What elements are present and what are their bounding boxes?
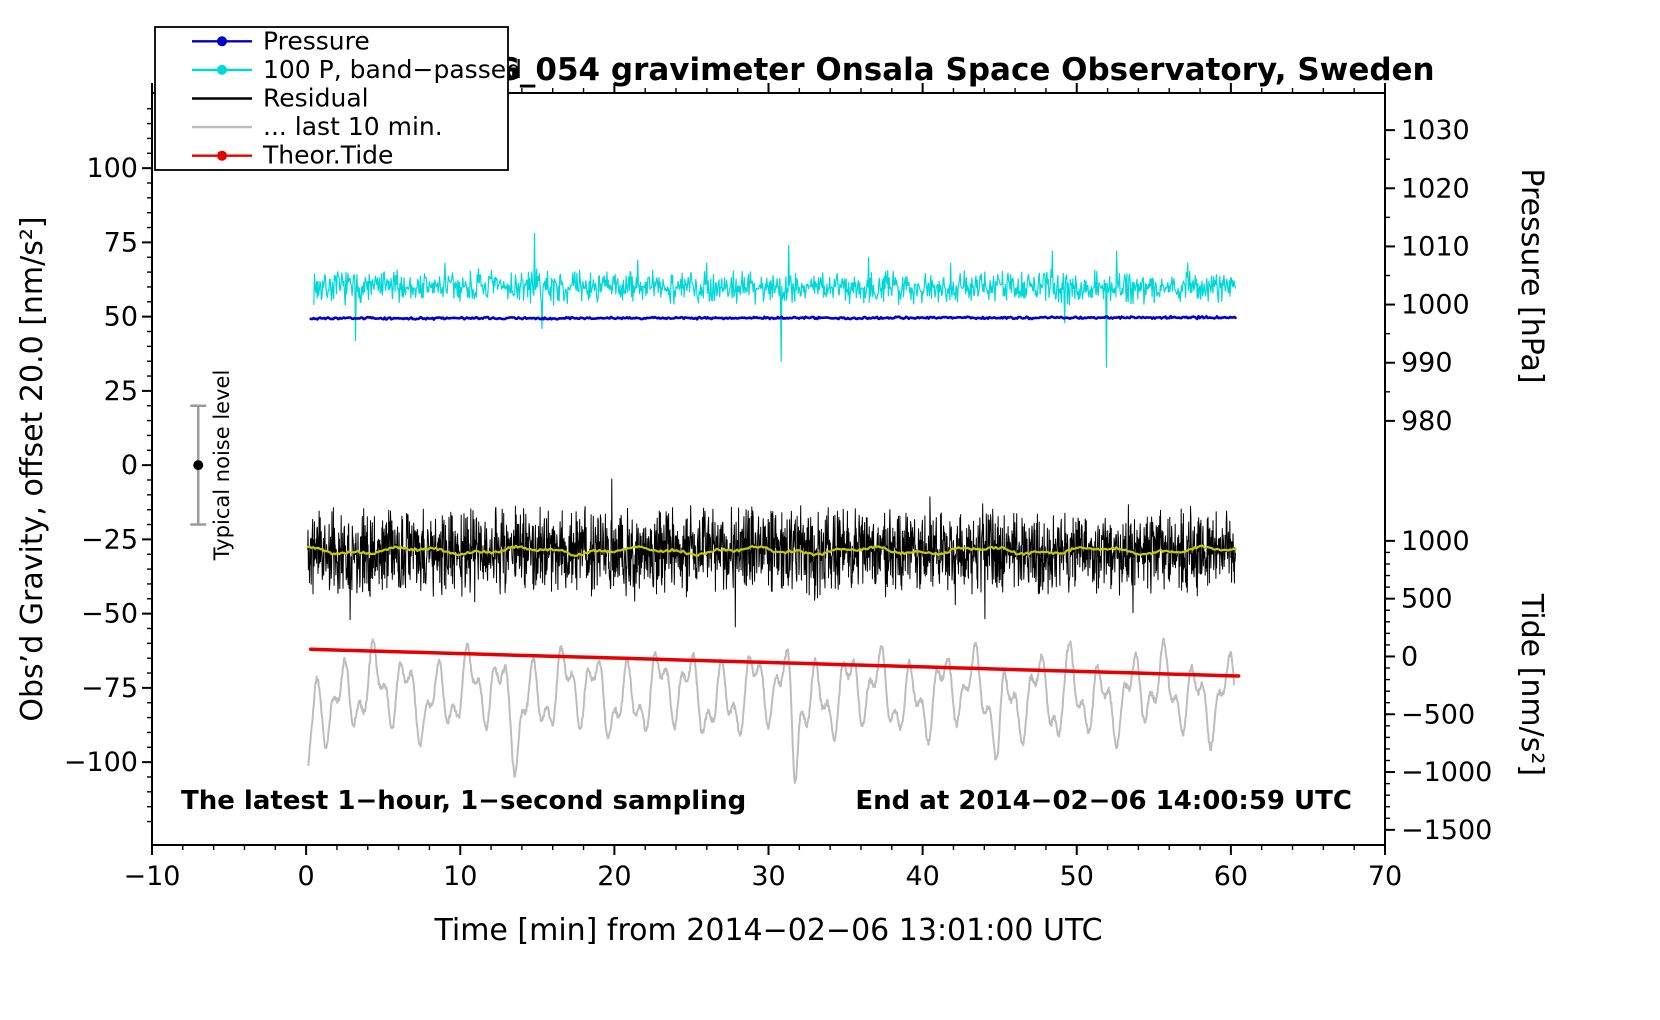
svg-text:990: 990: [1401, 348, 1453, 379]
svg-text:1030: 1030: [1401, 115, 1470, 146]
x-axis-label: Time [min] from 2014−02−06 13:01:00 UTC: [433, 913, 1102, 948]
svg-text:30: 30: [751, 861, 785, 892]
axis-labels: Obs’d Gravity, offset 20.0 [nm/s²] Pressu…: [15, 52, 1549, 948]
svg-text:−25: −25: [81, 524, 138, 555]
series-last10: [307, 637, 1235, 784]
svg-text:−75: −75: [81, 673, 138, 704]
series-bandpassed: [313, 232, 1237, 368]
legend-label: ... last 10 min.: [263, 112, 443, 141]
legend-label: Pressure: [263, 26, 370, 55]
legend-label: Residual: [263, 84, 369, 113]
svg-text:−1000: −1000: [1401, 757, 1492, 788]
svg-text:20: 20: [597, 861, 631, 892]
svg-text:0: 0: [1401, 641, 1418, 672]
svg-text:1010: 1010: [1401, 231, 1470, 262]
svg-text:−100: −100: [64, 747, 138, 778]
annotation-end-time: End at 2014−02−06 14:00:59 UTC: [855, 786, 1352, 816]
plot-frame: [151, 92, 1386, 846]
series-theor-tide: [308, 647, 1241, 678]
svg-text:25: 25: [104, 376, 138, 407]
svg-text:1000: 1000: [1401, 526, 1470, 557]
svg-text:500: 500: [1401, 584, 1453, 615]
axes: −10 0 10 20 30 40 50 60 70−100−75−50−25025507510…: [64, 83, 1492, 892]
svg-text:0: 0: [121, 450, 138, 481]
svg-text:70: 70: [1368, 861, 1402, 892]
y-axis-label-pressure: Pressure [hPa]: [1514, 168, 1549, 383]
svg-text:0: 0: [298, 861, 315, 892]
chart-title: SCG_054 gravimeter Onsala Space Observat…: [449, 52, 1434, 88]
svg-text:10: 10: [443, 861, 477, 892]
series-residual-smoothed: [306, 544, 1237, 557]
svg-text:50: 50: [104, 302, 138, 333]
svg-text:40: 40: [905, 861, 939, 892]
svg-text:60: 60: [1214, 861, 1248, 892]
svg-text:−10: −10: [124, 861, 181, 892]
annotations: The latest 1−hour, 1−second sampling End …: [181, 786, 1352, 816]
svg-text:1020: 1020: [1401, 173, 1470, 204]
legend-label: Theor.Tide: [262, 141, 393, 170]
series-layer: [306, 232, 1241, 784]
svg-text:50: 50: [1060, 861, 1094, 892]
svg-text:1000: 1000: [1401, 290, 1470, 321]
series-residual: [307, 478, 1236, 628]
y-axis-label-tide: Tide [nm/s²]: [1514, 593, 1549, 776]
y-axis-label-left: Obs’d Gravity, offset 20.0 [nm/s²]: [15, 216, 50, 721]
svg-text:−500: −500: [1401, 699, 1475, 730]
legend-label: 100 P, band−passed: [263, 55, 522, 84]
svg-text:−1500: −1500: [1401, 815, 1492, 846]
svg-text:−50: −50: [81, 599, 138, 630]
svg-text:100: 100: [86, 153, 138, 184]
series-pressure: [309, 314, 1237, 321]
svg-text:980: 980: [1401, 406, 1453, 437]
annotation-sampling: The latest 1−hour, 1−second sampling: [181, 786, 746, 816]
typical-noise-level: Typical noise level: [190, 370, 234, 562]
svg-text:75: 75: [104, 227, 138, 258]
svg-text:Typical noise level: Typical noise level: [210, 370, 234, 562]
